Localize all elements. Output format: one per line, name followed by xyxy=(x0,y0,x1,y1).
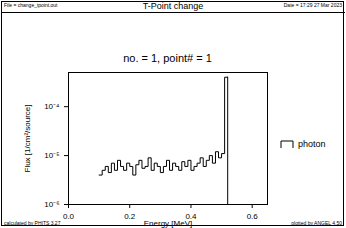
svg-text:0.6: 0.6 xyxy=(247,212,259,221)
svg-text:10⁻⁶: 10⁻⁶ xyxy=(44,200,59,209)
html-text:File = change_tpoint.out: File = change_tpoint.out xyxy=(4,2,58,8)
html-text:no. = 1, point# = 1: no. = 1, point# = 1 xyxy=(123,52,212,64)
svg-text:10⁻⁵: 10⁻⁵ xyxy=(44,151,59,160)
svg-text:0.4: 0.4 xyxy=(185,212,197,222)
html-text:T-Point change: T-Point change xyxy=(142,1,204,11)
svg-text:0.2: 0.2 xyxy=(124,212,136,221)
html-text:calculated by PHITS 3.27: calculated by PHITS 3.27 xyxy=(4,220,61,226)
html-text:plotted by ANGEL 4.50: plotted by ANGEL 4.50 xyxy=(291,220,342,226)
svg-text:Flux [1/cm²/source]: Flux [1/cm²/source] xyxy=(23,104,32,172)
html-text:photon: photon xyxy=(298,139,326,149)
svg-text:0.0: 0.0 xyxy=(63,212,75,221)
html-text:Date = 17:29 27 Mar 2023: Date = 17:29 27 Mar 2023 xyxy=(283,2,342,8)
svg-text:10⁻⁴: 10⁻⁴ xyxy=(44,102,60,111)
svg-text:Energy [MeV]: Energy [MeV] xyxy=(144,219,192,228)
